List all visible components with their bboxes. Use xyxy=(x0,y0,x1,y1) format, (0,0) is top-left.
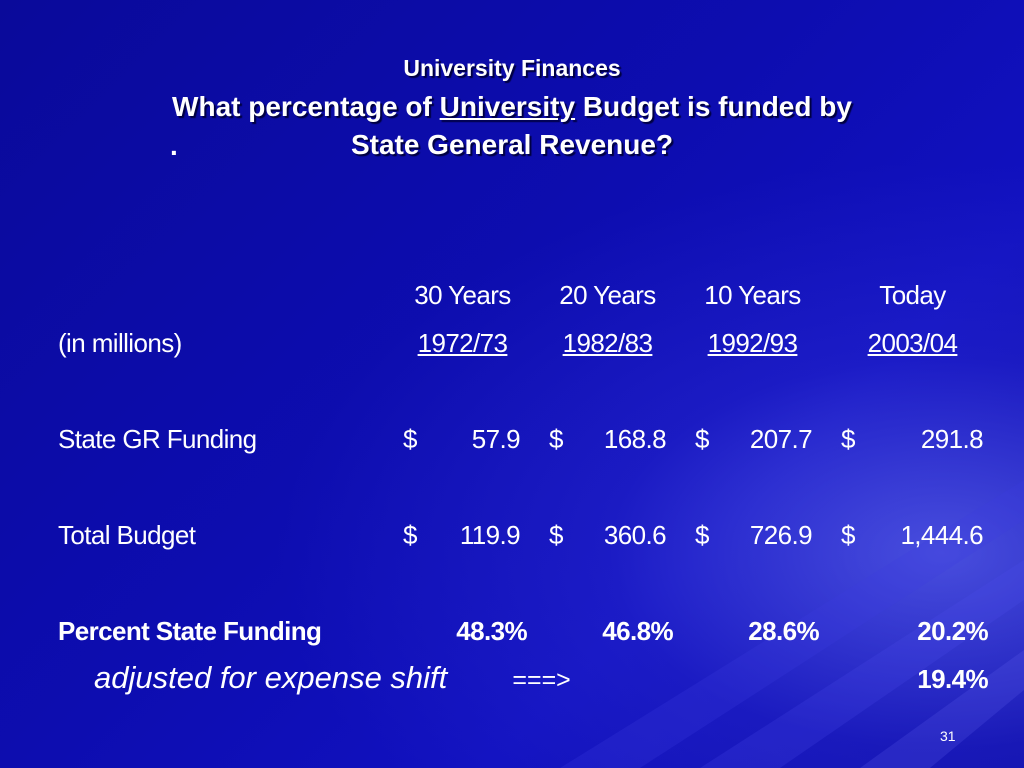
slide-question: What percentage of University Budget is … xyxy=(0,88,1024,164)
question-line-2: State General Revenue? xyxy=(350,129,674,160)
header-30-years: 30 Years xyxy=(414,280,511,310)
currency-symbol: $ xyxy=(549,520,563,550)
row-label-total-budget: Total Budget xyxy=(58,520,196,550)
question-part-2: Budget is funded by xyxy=(575,91,852,122)
adjusted-label: adjusted for expense shift xyxy=(94,660,448,695)
question-underlined-word: University xyxy=(439,91,576,122)
year-1982: 1982/83 xyxy=(562,328,653,358)
state-gr-1972: 57.9 xyxy=(471,424,521,454)
currency-symbol: $ xyxy=(403,520,417,550)
header-today: Today xyxy=(879,280,946,310)
state-gr-2003: 291.8 xyxy=(920,424,984,454)
row-label-state-gr: State GR Funding xyxy=(58,424,257,454)
percent-1972: 48.3% xyxy=(456,616,527,646)
total-budget-1992: 726.9 xyxy=(749,520,813,550)
row-label-percent-state: Percent State Funding xyxy=(58,616,322,646)
units-label: (in millions) xyxy=(58,328,182,358)
stray-dot: . xyxy=(170,130,178,161)
total-budget-1982: 360.6 xyxy=(603,520,667,550)
adjusted-value: 19.4% xyxy=(917,664,988,694)
page-number: 31 xyxy=(940,728,956,744)
header-10-years: 10 Years xyxy=(704,280,801,310)
year-1972: 1972/73 xyxy=(417,328,508,358)
adjusted-arrow: ===> xyxy=(512,666,571,694)
currency-symbol: $ xyxy=(549,424,563,454)
total-budget-1972: 119.9 xyxy=(459,520,521,550)
slide-heading: University Finances xyxy=(403,55,621,81)
question-part-1: What percentage of xyxy=(172,91,440,122)
currency-symbol: $ xyxy=(403,424,417,454)
currency-symbol: $ xyxy=(695,424,709,454)
total-budget-2003: 1,444.6 xyxy=(900,520,983,550)
year-1992: 1992/93 xyxy=(707,328,798,358)
state-gr-1982: 168.8 xyxy=(603,424,667,454)
header-20-years: 20 Years xyxy=(559,280,656,310)
percent-1992: 28.6% xyxy=(748,616,819,646)
year-2003: 2003/04 xyxy=(867,328,958,358)
state-gr-1992: 207.7 xyxy=(749,424,813,454)
percent-1982: 46.8% xyxy=(602,616,673,646)
percent-2003: 20.2% xyxy=(917,616,988,646)
currency-symbol: $ xyxy=(841,424,855,454)
currency-symbol: $ xyxy=(695,520,709,550)
currency-symbol: $ xyxy=(841,520,855,550)
